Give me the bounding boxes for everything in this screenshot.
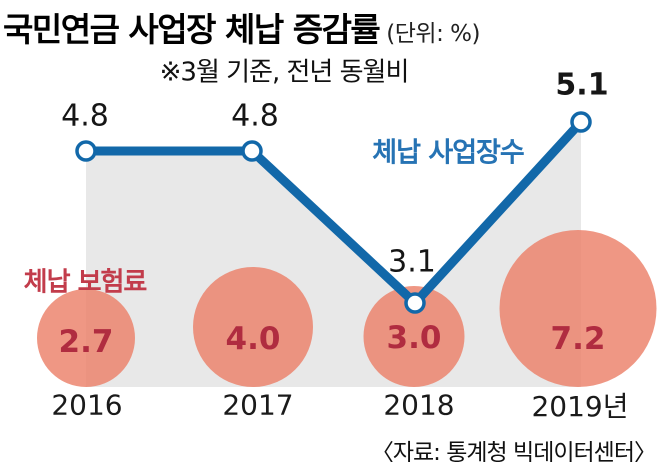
line-value-2018: 3.1 — [388, 244, 436, 280]
line-value-2017: 4.8 — [231, 98, 279, 134]
axis-label-2017: 2017 — [222, 388, 294, 422]
marker-2018 — [404, 292, 426, 314]
line-value-2019: 5.1 — [555, 67, 609, 103]
bubble-2016 — [37, 289, 135, 387]
line-series-label: 체납 사업장수 — [372, 137, 524, 169]
bubble-2018 — [363, 286, 465, 387]
bubble-value-2016: 2.7 — [58, 324, 114, 360]
unit-label: (단위: %) — [386, 21, 480, 47]
page-title: 국민연금 사업장 체납 증감률 (단위: %) — [3, 3, 480, 51]
bubble-2017 — [193, 267, 313, 387]
marker-2016 — [75, 140, 97, 162]
chart-subtitle: ※3월 기준, 전년 동월비 — [159, 57, 410, 88]
line-value-2016: 4.8 — [61, 98, 109, 134]
bubble-series-label: 체납 보험료 — [23, 267, 148, 298]
marker-2017 — [241, 140, 263, 162]
trend-line — [86, 118, 585, 310]
axis-label-2018: 2018 — [383, 388, 455, 422]
bubble-value-2018: 3.0 — [386, 320, 442, 356]
axis-label-2016: 2016 — [51, 388, 123, 422]
source-credit: 〈자료: 통계청 빅데이터센터〉 — [370, 440, 657, 462]
bubble-value-2017: 4.0 — [225, 321, 281, 357]
bubble-value-2019: 7.2 — [550, 321, 606, 357]
marker-2019 — [570, 111, 592, 133]
bubble-2019 — [499, 230, 657, 387]
axis-label-2019: 2019년 — [531, 390, 629, 423]
chart-title: 국민연금 사업장 체납 증감률 — [3, 10, 381, 49]
